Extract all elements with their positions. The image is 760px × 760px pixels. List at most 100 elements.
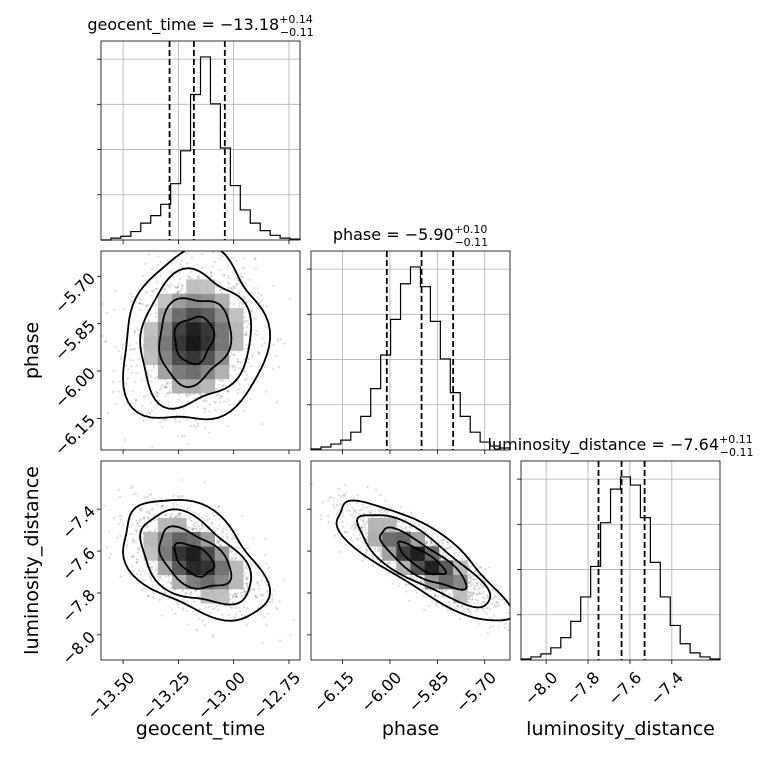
scatter-point bbox=[126, 376, 129, 380]
scatter-point bbox=[227, 389, 230, 393]
scatter-point bbox=[155, 391, 159, 395]
scatter-point bbox=[358, 509, 361, 512]
scatter-point bbox=[445, 547, 448, 550]
scatter-point bbox=[143, 495, 146, 499]
scatter-point bbox=[104, 340, 107, 343]
scatter-point bbox=[234, 592, 237, 596]
scatter-point bbox=[160, 504, 164, 507]
scatter-point bbox=[180, 495, 183, 498]
scatter-point bbox=[176, 516, 179, 519]
scatter-point bbox=[142, 517, 145, 520]
scatter-point bbox=[372, 557, 375, 560]
scatter-point bbox=[197, 617, 201, 620]
panel-geocent_time-vs-luminosity_distance: −8.0−7.8−7.6−7.4 bbox=[58, 460, 301, 668]
scatter-point bbox=[149, 492, 153, 496]
scatter-point bbox=[156, 575, 159, 578]
scatter-point bbox=[461, 610, 464, 613]
scatter-point bbox=[189, 425, 192, 428]
scatter-point bbox=[136, 547, 140, 550]
scatter-point bbox=[277, 365, 280, 368]
scatter-point bbox=[145, 510, 148, 513]
scatter-point bbox=[472, 591, 475, 594]
scatter-point bbox=[495, 600, 499, 604]
scatter-point bbox=[134, 529, 137, 532]
density-cell bbox=[172, 574, 187, 590]
scatter-point bbox=[365, 551, 368, 554]
scatter-point bbox=[278, 639, 282, 642]
scatter-point bbox=[461, 605, 464, 609]
scatter-point bbox=[413, 522, 416, 525]
scatter-point bbox=[195, 512, 198, 515]
scatter-point bbox=[222, 384, 225, 387]
scatter-point bbox=[230, 537, 234, 540]
scatter-point bbox=[229, 351, 233, 354]
scatter-point bbox=[468, 572, 471, 576]
scatter-point bbox=[230, 287, 233, 290]
scatter-point bbox=[155, 568, 159, 571]
scatter-point bbox=[237, 360, 240, 364]
scatter-point bbox=[268, 600, 271, 603]
scatter-point bbox=[117, 390, 120, 393]
scatter-point bbox=[186, 600, 189, 603]
scatter-point bbox=[132, 555, 135, 558]
scatter-point bbox=[495, 605, 498, 608]
density-cell bbox=[186, 350, 201, 366]
scatter-point bbox=[433, 592, 437, 595]
scatter-point bbox=[253, 257, 256, 261]
scatter-point bbox=[471, 597, 474, 601]
scatter-point bbox=[244, 332, 247, 335]
scatter-point bbox=[193, 396, 196, 400]
scatter-point bbox=[101, 303, 104, 306]
scatter-point bbox=[479, 583, 483, 587]
scatter-point bbox=[232, 364, 235, 367]
scatter-point bbox=[492, 597, 495, 600]
scatter-point bbox=[469, 577, 472, 580]
scatter-point bbox=[175, 600, 178, 604]
scatter-point bbox=[425, 541, 428, 544]
scatter-point bbox=[425, 542, 428, 545]
scatter-point bbox=[257, 573, 260, 576]
scatter-point bbox=[241, 275, 244, 279]
scatter-point bbox=[174, 418, 177, 421]
scatter-point bbox=[479, 592, 482, 596]
scatter-point bbox=[445, 556, 448, 559]
scatter-point bbox=[123, 307, 126, 311]
scatter-point bbox=[165, 392, 169, 395]
scatter-point bbox=[246, 568, 249, 571]
scatter-point bbox=[216, 539, 219, 542]
scatter-point bbox=[254, 257, 257, 260]
scatter-point bbox=[486, 631, 489, 634]
scatter-point bbox=[169, 594, 172, 597]
density-cell bbox=[157, 364, 173, 380]
scatter-point bbox=[338, 550, 341, 553]
scatter-point bbox=[420, 580, 423, 583]
scatter-point bbox=[113, 516, 116, 519]
scatter-point bbox=[246, 576, 249, 579]
scatter-point bbox=[211, 523, 214, 526]
scatter-point bbox=[354, 526, 357, 529]
scatter-point bbox=[244, 576, 248, 580]
scatter-point bbox=[243, 295, 246, 298]
density-cell bbox=[172, 322, 187, 337]
scatter-point bbox=[194, 590, 197, 593]
scatter-point bbox=[212, 634, 215, 637]
scatter-point bbox=[423, 608, 426, 612]
histogram-phase bbox=[310, 266, 511, 450]
scatter-point bbox=[379, 551, 383, 554]
scatter-point bbox=[243, 316, 246, 319]
scatter-point bbox=[327, 514, 330, 518]
scatter-point bbox=[152, 560, 155, 564]
scatter-point bbox=[401, 527, 404, 530]
scatter-point bbox=[131, 300, 134, 303]
scatter-point bbox=[105, 545, 109, 548]
scatter-point bbox=[470, 579, 473, 582]
scatter-point bbox=[475, 578, 478, 581]
density-cell bbox=[382, 546, 397, 561]
scatter-point bbox=[161, 425, 164, 429]
scatter-point bbox=[487, 597, 490, 600]
scatter-point bbox=[247, 361, 250, 364]
scatter-point bbox=[420, 574, 423, 578]
scatter-point bbox=[468, 601, 471, 604]
scatter-point bbox=[217, 251, 220, 254]
density-cell bbox=[200, 560, 216, 576]
